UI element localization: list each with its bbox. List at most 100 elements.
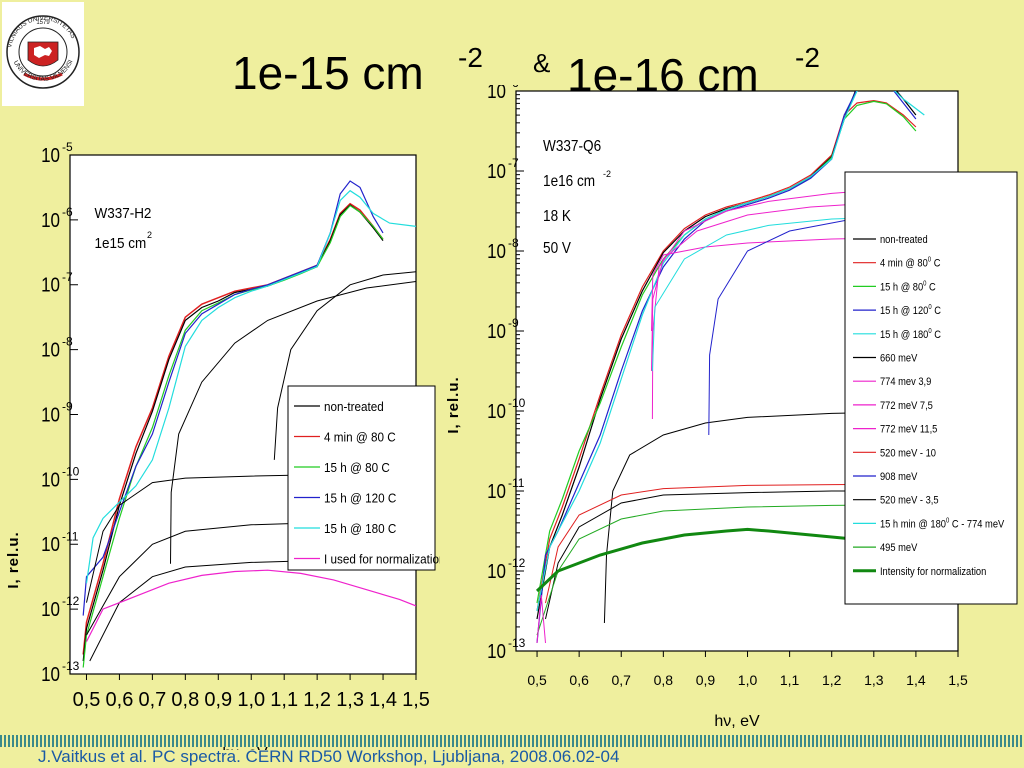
y-tick-label-base: 10 (41, 144, 60, 167)
legend-label: 772 meV 11,5 (880, 424, 938, 436)
y-tick-label-base: 10 (41, 663, 60, 686)
y-tick-label-exp: -6 (508, 85, 519, 90)
title-part1: 1e-15 cm (232, 47, 424, 99)
y-axis-label: I, rel.u. (445, 376, 462, 433)
x-tick-label: 1,1 (270, 689, 298, 711)
annotation-line: 18 K (543, 208, 571, 225)
y-tick-label-exp: -10 (508, 396, 526, 410)
legend-box (844, 171, 1018, 605)
series-line-5 (603, 410, 958, 624)
y-tick-label-exp: -10 (62, 464, 80, 478)
title-exp1: -2 (458, 42, 483, 73)
legend-label-text: 774 mev 3,9 (880, 377, 932, 389)
legend-label-suffix: C (926, 282, 935, 294)
legend-label: 4 min @ 800 C (880, 256, 940, 270)
annotation-line: W337-Q6 (543, 138, 601, 155)
x-tick-label: 1,4 (906, 672, 926, 688)
legend-box (287, 385, 436, 571)
legend-label-text: 15 h @ 120 (880, 305, 929, 317)
title-ampersand: & (533, 48, 551, 78)
series-line-9 (273, 271, 416, 460)
university-logo: VILNIAUS UNIVERSITETAS UNIVERSITAS VILNE… (0, 0, 84, 106)
legend-label-text: 15 h @ 80 (880, 282, 924, 294)
y-tick-label: 10 -9 (41, 400, 73, 426)
x-tick-label: 0,7 (612, 672, 632, 688)
annotation-line: 1e16 cm (543, 173, 595, 190)
y-tick-label: 10 -13 (41, 659, 80, 685)
x-tick-label: 1,3 (864, 672, 884, 688)
annotation-line: 1e15 cm (95, 235, 147, 252)
legend-label-suffix: C - 774 meV (949, 519, 1004, 531)
y-tick-label-exp: -9 (508, 316, 519, 330)
legend-label-text: 520 meV - 3,5 (880, 495, 939, 507)
x-tick-label: 0,8 (654, 672, 674, 688)
y-tick-label-exp: -7 (62, 270, 73, 284)
legend-label: 15 h @ 80 C (324, 460, 390, 475)
legend-label-text: Intensity for normalization (880, 566, 986, 578)
legend-label-text: 772 meV 11,5 (880, 424, 938, 436)
y-tick-label: 10 -9 (487, 316, 519, 342)
x-tick-label: 0,5 (73, 689, 101, 711)
legend-label: 908 meV (880, 471, 918, 483)
y-tick-label: 10-6 (487, 85, 519, 102)
legend-label: 772 meV 7,5 (880, 400, 933, 412)
series-line-11 (545, 490, 958, 620)
y-tick-label: 10 -7 (41, 270, 73, 296)
title-exp2: -2 (795, 42, 820, 73)
legend-label-sup: 0 (923, 280, 927, 288)
x-tick-label: 1,5 (948, 672, 968, 688)
legend-label: 520 meV - 10 (880, 448, 936, 460)
series-line-3 (82, 180, 384, 616)
y-tick-label: 10 -12 (487, 556, 526, 582)
legend-label-sup: 0 (928, 327, 932, 335)
legend-label-text: 908 meV (880, 471, 918, 483)
annotation-line: W337-H2 (95, 205, 152, 222)
x-tick-label: 1,0 (237, 689, 265, 711)
series-line-13 (536, 504, 958, 636)
y-tick-label-base: 10 (41, 338, 60, 361)
y-tick-label-exp: -7 (508, 156, 519, 170)
y-tick-label-base: 10 (41, 209, 60, 232)
x-tick-label: 0,6 (569, 672, 589, 688)
legend-label-text: non-treated (880, 234, 928, 246)
y-axis-label: I, rel.u. (5, 531, 22, 588)
legend-label: 495 meV (880, 542, 918, 554)
y-tick-label-base: 10 (487, 240, 506, 263)
legend-label: 774 mev 3,9 (880, 377, 932, 389)
y-tick-label-exp: -8 (508, 236, 519, 250)
x-tick-label: 0,6 (106, 689, 134, 711)
legend-label-text: 772 meV 7,5 (880, 400, 933, 412)
y-tick-label-exp: -5 (62, 140, 73, 154)
legend: non-treated 4 min @ 80 C 15 h @ 80 C 15 h @… (287, 385, 440, 571)
legend-label-text: 520 meV - 10 (880, 448, 936, 460)
legend-label-suffix: C (932, 329, 941, 341)
y-tick-label-exp: -11 (62, 529, 79, 543)
chart-right: 10-610-710-810-910-1010-1110-1210-130,50… (445, 85, 1018, 730)
legend-label: 15 h @ 120 C (324, 491, 396, 506)
annotation-sup: -2 (603, 169, 611, 179)
x-tick-label: 1,4 (369, 689, 397, 711)
x-tick-label: 1,1 (780, 672, 800, 688)
annotation-line: 50 V (543, 240, 571, 257)
legend-label-suffix: C (932, 305, 941, 317)
legend-label-text: 15 h min @ 180 (880, 519, 946, 531)
y-tick-label-base: 10 (487, 320, 506, 343)
y-tick-label: 10 -7 (487, 156, 519, 182)
y-tick-label-base: 10 (41, 403, 60, 426)
legend-label: 15 h @ 1800 C (880, 327, 941, 341)
y-tick-label-base: 10 (41, 273, 60, 296)
legend-label: Intensity for normalization (880, 566, 986, 578)
y-tick-label-exp: -12 (508, 556, 526, 570)
y-tick-label: 10 -11 (41, 529, 79, 555)
legend-label: 4 min @ 80 C (324, 430, 396, 445)
legend-label-text: 495 meV (880, 542, 918, 554)
legend-label: 15 h @ 1200 C (880, 304, 941, 318)
y-tick-label: 10 -10 (487, 396, 526, 422)
x-axis-label: hν, eV (714, 713, 760, 730)
x-tick-label: 1,3 (336, 689, 364, 711)
logo-year: 1579 (36, 20, 50, 26)
y-tick-label: 10 -8 (41, 335, 73, 361)
x-tick-label: 1,2 (822, 672, 842, 688)
y-tick-label-exp: -11 (508, 476, 525, 490)
